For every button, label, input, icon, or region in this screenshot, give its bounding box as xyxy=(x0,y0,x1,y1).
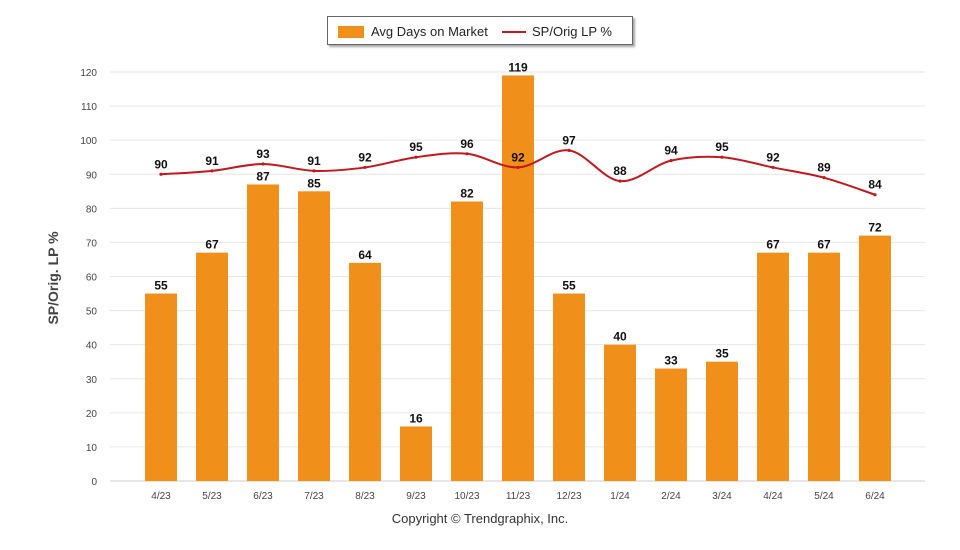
line-point xyxy=(873,193,877,197)
line-point xyxy=(669,159,673,163)
y-tick-label: 30 xyxy=(86,375,98,386)
bar-data-label: 40 xyxy=(613,330,627,344)
bar-data-label: 35 xyxy=(715,347,729,361)
line-data-label: 92 xyxy=(511,150,525,164)
bar-data-label: 72 xyxy=(868,221,882,235)
y-tick-label: 80 xyxy=(86,204,98,215)
y-tick-label: 50 xyxy=(86,307,98,318)
line-point xyxy=(771,165,775,170)
bar xyxy=(502,75,534,482)
bar-data-label: 85 xyxy=(307,176,321,190)
line-point xyxy=(210,169,214,173)
line-data-label: 95 xyxy=(409,140,423,154)
line-data-label: 92 xyxy=(766,150,780,164)
line-point xyxy=(465,152,469,156)
bar xyxy=(247,184,279,481)
line-data-label: 90 xyxy=(154,157,168,171)
bar xyxy=(655,368,687,481)
bar xyxy=(196,252,228,481)
line-point xyxy=(414,155,418,159)
line-data-label: 95 xyxy=(715,140,729,154)
bar xyxy=(349,262,381,481)
bar-data-label: 67 xyxy=(766,238,780,252)
bar xyxy=(604,344,636,481)
x-tick-label: 12/23 xyxy=(556,491,581,502)
y-tick-label: 70 xyxy=(86,238,98,249)
x-tick-label: 4/23 xyxy=(151,491,171,502)
line-data-label: 88 xyxy=(613,164,627,178)
x-tick-label: 6/24 xyxy=(865,491,885,502)
legend-item-bar: Avg Days on Market xyxy=(338,17,488,46)
x-tick-label: 11/23 xyxy=(506,491,531,502)
bar-data-label: 33 xyxy=(664,354,678,368)
y-tick-label: 10 xyxy=(86,443,98,454)
y-tick-label: 20 xyxy=(86,409,98,420)
bar xyxy=(553,293,585,481)
line-data-label: 91 xyxy=(307,154,321,168)
line-point xyxy=(159,172,163,176)
bar-data-label: 55 xyxy=(154,279,168,293)
x-tick-label: 8/23 xyxy=(355,491,375,502)
y-tick-label: 60 xyxy=(86,273,98,284)
x-tick-label: 6/23 xyxy=(253,491,273,502)
x-tick-label: 5/24 xyxy=(814,491,834,502)
legend-bar-label: Avg Days on Market xyxy=(371,24,488,39)
bar xyxy=(400,426,432,481)
y-tick-label: 110 xyxy=(81,102,97,113)
line-point xyxy=(261,162,265,166)
x-tick-label: 1/24 xyxy=(610,491,630,502)
x-tick-label: 7/23 xyxy=(304,491,324,502)
line-point xyxy=(312,169,316,173)
bar-data-label: 67 xyxy=(817,238,831,252)
x-tick-label: 4/24 xyxy=(763,491,783,502)
line-data-label: 94 xyxy=(664,144,678,158)
line-data-label: 97 xyxy=(562,133,576,147)
line-data-label: 96 xyxy=(460,137,474,151)
legend-item-line: SP/Orig LP % xyxy=(502,17,612,46)
x-tick-label: 3/24 xyxy=(712,491,732,502)
line-data-label: 91 xyxy=(205,154,219,168)
bar-data-label: 119 xyxy=(508,60,528,74)
legend-bar-swatch xyxy=(338,25,364,38)
line-data-label: 92 xyxy=(358,150,372,164)
line-point xyxy=(720,155,724,159)
x-tick-label: 9/23 xyxy=(406,491,426,502)
y-axis-title: SP/Orig. LP % xyxy=(45,231,61,325)
line-point xyxy=(363,165,367,170)
x-tick-label: 5/23 xyxy=(202,491,222,502)
copyright-text: Copyright © Trendgraphix, Inc. xyxy=(391,511,569,526)
bar xyxy=(298,191,330,481)
y-tick-label: 90 xyxy=(86,170,98,181)
legend-line-swatch xyxy=(502,30,526,33)
line-data-label: 93 xyxy=(256,147,270,161)
bar xyxy=(808,252,840,481)
legend: Avg Days on Market SP/Orig LP % xyxy=(327,16,633,45)
line-point xyxy=(618,179,622,183)
bar-data-label: 82 xyxy=(460,187,474,201)
bar-data-label: 87 xyxy=(256,169,270,183)
y-tick-label: 120 xyxy=(80,68,97,79)
line-data-label: 89 xyxy=(817,161,831,175)
y-tick-label: 40 xyxy=(86,341,98,352)
bar-data-label: 16 xyxy=(409,411,423,425)
line-point xyxy=(516,165,520,170)
bar-data-label: 64 xyxy=(358,248,372,262)
x-tick-label: 10/23 xyxy=(454,491,479,502)
bar-data-label: 55 xyxy=(562,279,576,293)
line-point xyxy=(822,176,826,180)
bar xyxy=(757,252,789,481)
y-tick-label: 0 xyxy=(91,477,97,488)
bar-data-label: 67 xyxy=(205,238,219,252)
y-tick-label: 100 xyxy=(80,136,97,147)
line-point xyxy=(567,148,571,152)
bar xyxy=(706,361,738,481)
bar xyxy=(859,235,891,481)
bar xyxy=(451,201,483,481)
legend-line-label: SP/Orig LP % xyxy=(532,24,612,39)
line-data-label: 84 xyxy=(868,178,882,192)
x-tick-label: 2/24 xyxy=(661,491,681,502)
bar xyxy=(145,293,177,481)
